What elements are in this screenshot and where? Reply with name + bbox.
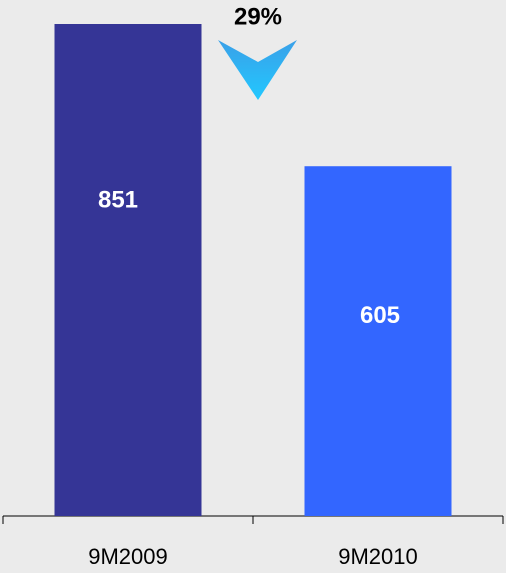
change-annotation: 29% [234,3,282,30]
bar [304,166,452,516]
down-arrow [218,40,297,100]
data-label: 851 [98,186,138,213]
bar [54,24,202,516]
data-label: 605 [360,302,400,329]
x-tick-label: 9M2009 [88,544,168,569]
x-tick-label: 9M2010 [338,544,418,569]
